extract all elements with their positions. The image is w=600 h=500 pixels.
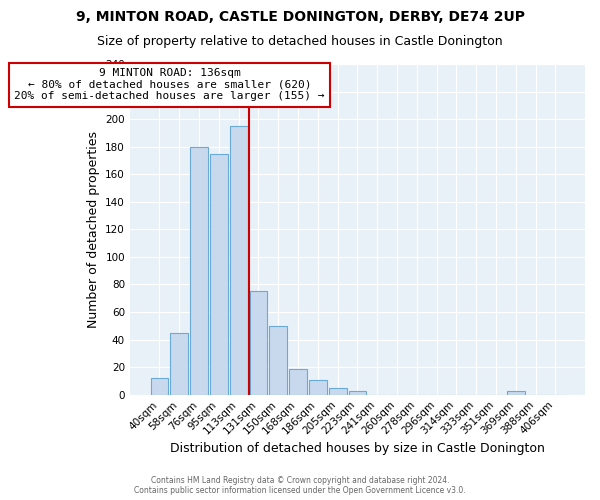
Bar (190, 146, 208, 394)
Bar (269, 326, 287, 394)
Bar (250, 292, 268, 395)
Bar (210, 154, 228, 394)
Y-axis label: Number of detached properties: Number of detached properties (87, 131, 100, 328)
Bar (349, 390, 367, 394)
Text: 9, MINTON ROAD, CASTLE DONINGTON, DERBY, DE74 2UP: 9, MINTON ROAD, CASTLE DONINGTON, DERBY,… (76, 10, 524, 24)
Text: Size of property relative to detached houses in Castle Donington: Size of property relative to detached ho… (97, 35, 503, 48)
Bar (289, 368, 307, 394)
Bar (151, 378, 169, 394)
Bar (507, 390, 525, 394)
Bar (170, 332, 188, 394)
Bar (329, 388, 347, 394)
Text: 9 MINTON ROAD: 136sqm
← 80% of detached houses are smaller (620)
20% of semi-det: 9 MINTON ROAD: 136sqm ← 80% of detached … (14, 68, 325, 102)
Text: Contains HM Land Registry data © Crown copyright and database right 2024.
Contai: Contains HM Land Registry data © Crown c… (134, 476, 466, 495)
Bar (309, 380, 327, 394)
Bar (230, 126, 248, 394)
X-axis label: Distribution of detached houses by size in Castle Donington: Distribution of detached houses by size … (170, 442, 545, 455)
